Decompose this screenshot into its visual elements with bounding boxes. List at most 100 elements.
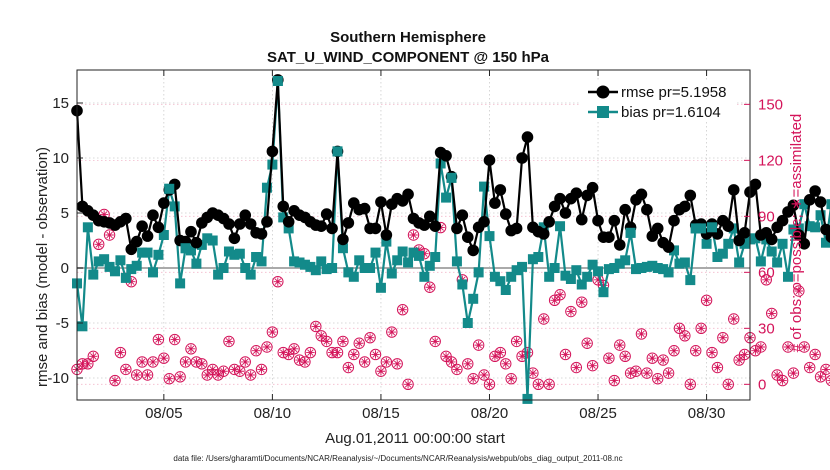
y-right-tick-label: 120 xyxy=(758,152,783,169)
obs-assimilated-point xyxy=(707,348,717,357)
obs-possible-point xyxy=(255,363,268,376)
rmse-point xyxy=(608,214,621,227)
obs-possible-point xyxy=(103,229,116,241)
y-axis-label: rmse and bias (model - observation) xyxy=(34,147,51,387)
bias-point xyxy=(609,263,620,273)
obs-possible-point xyxy=(787,367,800,379)
bias-point xyxy=(120,272,131,283)
rmse-point xyxy=(266,145,279,158)
obs-possible-point xyxy=(603,352,615,364)
obs-marker xyxy=(217,365,230,377)
obs-marker xyxy=(152,333,165,346)
obs-possible-point xyxy=(565,305,577,318)
obs-assimilated-point xyxy=(490,352,500,361)
obs-possible-point xyxy=(576,296,588,308)
obs-possible-point xyxy=(559,348,572,361)
obs-marker xyxy=(494,346,507,359)
obs-assimilated-point xyxy=(154,335,163,344)
rmse-point xyxy=(185,225,197,238)
obs-assimilated-point xyxy=(349,350,358,359)
bias-point xyxy=(826,199,830,210)
obs-assimilated-point xyxy=(767,309,776,318)
obs-possible-point xyxy=(223,335,235,348)
obs-marker xyxy=(814,371,827,383)
obs-assimilated-point xyxy=(241,357,250,367)
bias-point xyxy=(316,256,327,267)
bias-point xyxy=(305,261,316,272)
obs-possible-point xyxy=(483,378,496,391)
bias-point xyxy=(381,236,392,247)
obs-marker xyxy=(603,352,615,364)
rmse-point xyxy=(722,220,735,232)
rmse-point xyxy=(402,188,414,201)
rmse-point xyxy=(190,236,203,249)
obs-marker xyxy=(570,361,583,374)
obs-possible-point xyxy=(581,337,593,349)
obs-assimilated-point xyxy=(501,359,510,368)
obs-possible-point xyxy=(391,358,403,370)
obs-marker xyxy=(738,348,751,361)
rmse-point xyxy=(337,233,349,246)
obs-assimilated-point xyxy=(387,327,396,337)
obs-assimilated-point xyxy=(550,296,559,305)
rmse-point xyxy=(603,231,615,243)
obs-assimilated-point xyxy=(431,337,440,346)
obs-assimilated-point xyxy=(783,342,793,352)
obs-assimilated-point xyxy=(132,370,141,380)
obs-assimilated-point xyxy=(669,346,679,355)
bias-point xyxy=(479,181,490,192)
obs-marker xyxy=(407,229,420,241)
obs-assimilated-point xyxy=(99,210,109,219)
bias-point xyxy=(815,210,826,221)
obs-assimilated-point xyxy=(566,307,576,316)
obs-marker xyxy=(429,335,441,348)
rmse-point xyxy=(613,239,626,251)
obs-assimilated-point xyxy=(751,346,760,355)
obs-marker xyxy=(657,354,669,366)
rmse-point xyxy=(228,232,241,245)
obs-assimilated-point xyxy=(734,355,744,365)
obs-assimilated-point xyxy=(116,348,125,357)
obs-marker xyxy=(353,337,365,349)
obs-assimilated-point xyxy=(474,340,483,350)
obs-marker xyxy=(402,378,414,391)
obs-marker xyxy=(635,328,648,340)
bias-point xyxy=(142,247,153,258)
obs-possible-point xyxy=(152,333,165,346)
obs-possible-point xyxy=(396,303,409,316)
bias-point xyxy=(375,282,386,293)
obs-assimilated-point xyxy=(637,329,646,339)
rmse-point xyxy=(662,241,675,253)
obs-assimilated-point xyxy=(121,365,131,374)
obs-marker xyxy=(652,373,664,385)
obs-possible-point xyxy=(814,371,827,383)
bias-point xyxy=(403,257,414,268)
obs-possible-point xyxy=(266,326,279,338)
rmse-point xyxy=(239,209,252,221)
obs-assimilated-point xyxy=(148,357,158,367)
rmse-point xyxy=(234,218,246,230)
obs-possible-point xyxy=(369,348,382,361)
obs-assimilated-point xyxy=(441,352,451,361)
obs-marker xyxy=(717,331,729,344)
bias-point xyxy=(348,271,359,282)
rmse-point xyxy=(141,230,154,242)
obs-assimilated-point xyxy=(306,348,315,357)
obs-possible-point xyxy=(342,361,355,374)
obs-assimilated-point xyxy=(105,230,114,240)
obs-assimilated-point xyxy=(83,359,93,368)
bias-point xyxy=(93,256,104,267)
obs-marker xyxy=(630,365,642,377)
obs-assimilated-point xyxy=(604,353,614,363)
y-tick-label: -5 xyxy=(56,315,69,332)
obs-assimilated-point xyxy=(582,339,592,348)
rmse-point xyxy=(315,220,328,232)
obs-assimilated-point xyxy=(289,344,299,354)
obs-marker xyxy=(234,365,246,377)
obs-assimilated-point xyxy=(398,305,407,314)
obs-assimilated-point xyxy=(447,357,456,367)
obs-assimilated-point xyxy=(322,337,331,346)
obs-assimilated-point xyxy=(376,367,386,376)
obs-assimilated-point xyxy=(230,365,239,374)
bias-point xyxy=(234,248,245,259)
